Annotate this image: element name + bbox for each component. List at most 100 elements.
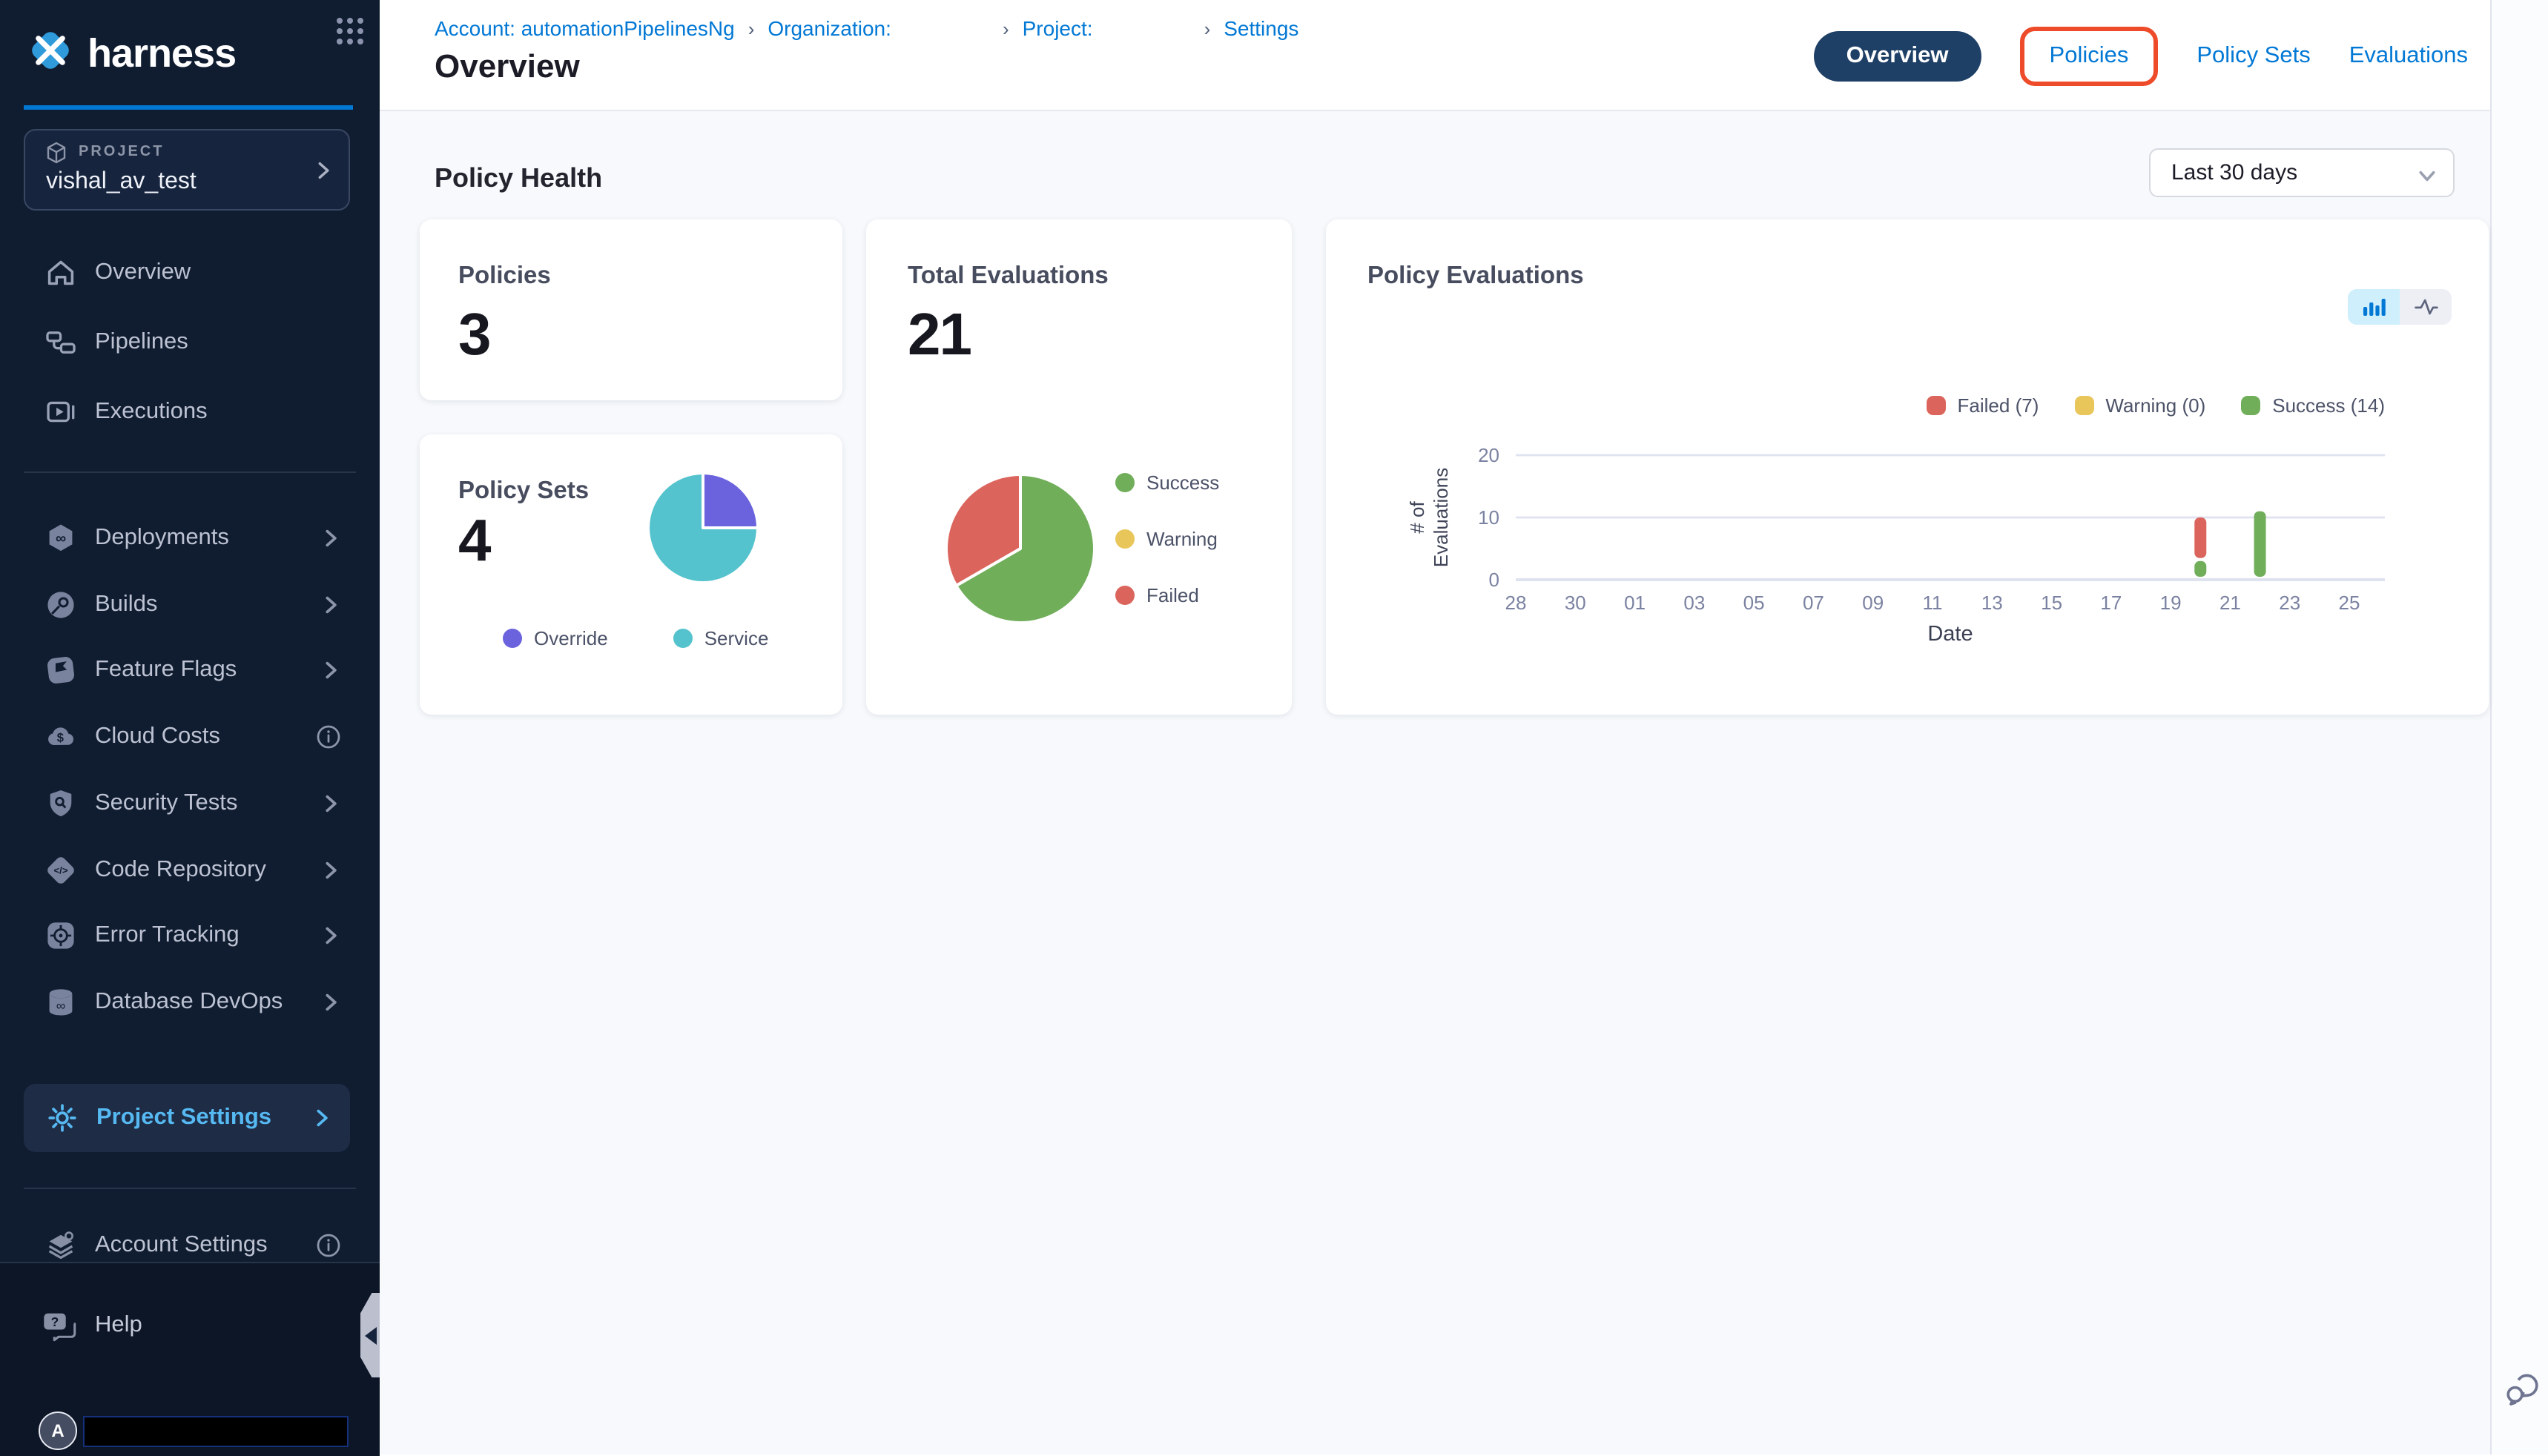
legend-item-success-14-: Success (14) <box>2241 394 2385 417</box>
svg-text:</>: </> <box>53 864 67 876</box>
page-header: Account: automationPipelinesNg › Organizat… <box>380 0 2548 111</box>
sidebar-item-label: Feature Flags <box>95 657 237 683</box>
breadcrumb-link[interactable]: Organization: <box>768 16 891 40</box>
brand-underline <box>24 105 353 110</box>
legend-marker <box>2074 396 2094 415</box>
logo-text: harness <box>88 30 237 75</box>
legend-label: Service <box>704 627 769 649</box>
scroll-track-line <box>2490 0 2492 1455</box>
code-repository-icon: </> <box>44 853 77 886</box>
error-tracking-icon <box>44 919 77 952</box>
policy-sets-count: 4 <box>458 509 492 574</box>
sidebar-item-project-settings[interactable]: Project Settings <box>24 1084 350 1152</box>
sidebar-item-executions[interactable]: Executions <box>0 385 380 439</box>
policies-card: Policies 3 <box>420 219 842 400</box>
tab-policies[interactable]: Policies <box>2019 26 2159 85</box>
breadcrumb: Account: automationPipelinesNg › Organizat… <box>435 16 1298 40</box>
svg-text:03: 03 <box>1683 592 1705 614</box>
svg-text:$: $ <box>57 732 64 745</box>
gear-icon <box>46 1102 79 1134</box>
policies-count: 3 <box>458 302 492 368</box>
svg-text:20: 20 <box>1478 444 1499 466</box>
sidebar-item-feature-flags[interactable]: Feature Flags <box>0 644 380 698</box>
breadcrumb-link[interactable]: Account: automationPipelinesNg <box>435 16 735 40</box>
sidebar-item-error-tracking[interactable]: Error Tracking <box>0 909 380 962</box>
svg-text:17: 17 <box>2100 592 2122 614</box>
breadcrumb-link[interactable]: Settings <box>1224 16 1299 40</box>
scroll-track[interactable] <box>2492 0 2548 1455</box>
legend-item-success: Success <box>1115 471 1219 494</box>
legend-marker <box>1926 396 1946 415</box>
builds-icon <box>44 588 77 621</box>
date-range-value: Last 30 days <box>2171 160 2298 185</box>
feature-flags-icon <box>44 655 77 687</box>
project-selector[interactable]: PROJECT vishal_av_test <box>24 129 350 211</box>
policy-sets-card: Policy Sets 4 Override Service <box>420 434 842 715</box>
info-icon[interactable] <box>316 1233 341 1258</box>
cloud-costs-icon: $ <box>44 721 77 753</box>
breadcrumb-link[interactable]: Project: <box>1022 16 1093 40</box>
page-title: Overview <box>435 47 580 85</box>
support-chat-icon[interactable] <box>2504 1370 2542 1409</box>
card-title: Policy Evaluations <box>1367 262 1584 289</box>
database-devops-icon: ∞ <box>44 986 77 1019</box>
svg-text:30: 30 <box>1565 592 1586 614</box>
card-title: Total Evaluations <box>908 262 1109 289</box>
avatar[interactable]: A <box>39 1412 77 1450</box>
svg-text:23: 23 <box>2279 592 2300 614</box>
evaluations-pie-legend: Success Warning Failed <box>1115 471 1219 606</box>
sidebar-item-label: Deployments <box>95 525 229 550</box>
security-tests-icon <box>44 787 77 820</box>
svg-text:28: 28 <box>1505 592 1527 614</box>
policy-evaluations-card: Policy Evaluations Failed (7) Warning (0)… <box>1326 219 2489 715</box>
sidebar: harness PROJECT vishal_av_test Overview P… <box>0 0 380 1456</box>
legend-item-service: Service <box>673 627 769 649</box>
tab-evaluations[interactable]: Evaluations <box>2349 42 2468 67</box>
sidebar-item-cloud-costs[interactable]: $ Cloud Costs <box>0 710 380 764</box>
sidebar-item-label: Account Settings <box>95 1232 268 1257</box>
line-chart-icon[interactable] <box>2400 289 2452 325</box>
bar-chart-icon[interactable] <box>2348 289 2400 325</box>
tab-policy-sets[interactable]: Policy Sets <box>2197 42 2311 67</box>
svg-text:13: 13 <box>1981 592 2003 614</box>
sidebar-item-overview[interactable]: Overview <box>0 246 380 300</box>
date-range-select[interactable]: Last 30 days <box>2149 148 2455 197</box>
sidebar-item-help[interactable]: ? Help <box>0 1299 380 1352</box>
legend-item-warning: Warning <box>1115 528 1219 550</box>
legend-label: Failed (7) <box>1957 394 2039 417</box>
sidebar-item-label: Pipelines <box>95 329 188 354</box>
legend-label: Success (14) <box>2272 394 2385 417</box>
section-title: Policy Health <box>435 163 603 193</box>
total-evaluations-count: 21 <box>908 302 972 368</box>
legend-marker <box>1115 529 1135 549</box>
chevron-right-icon <box>320 992 341 1013</box>
chevron-right-icon <box>320 859 341 880</box>
svg-text:Evaluations: Evaluations <box>1430 468 1452 567</box>
legend-label: Warning <box>1146 528 1218 550</box>
sidebar-item-security-tests[interactable]: Security Tests <box>0 777 380 830</box>
sidebar-item-account-settings[interactable]: Account Settings <box>0 1219 380 1272</box>
sidebar-item-deployments[interactable]: ∞ Deployments <box>0 512 380 565</box>
legend-item-override: Override <box>503 627 608 649</box>
sidebar-item-code-repository[interactable]: </> Code Repository <box>0 843 380 896</box>
pipelines-icon <box>44 326 77 359</box>
info-icon[interactable] <box>316 724 341 749</box>
legend-item-failed-7-: Failed (7) <box>1926 394 2039 417</box>
redacted-username <box>83 1416 349 1447</box>
evaluations-pie-chart <box>943 471 1098 633</box>
tab-bar: Overview Policies Policy Sets Evaluations <box>1813 0 2468 111</box>
chevron-right-icon <box>313 160 334 188</box>
project-name: vishal_av_test <box>46 169 197 194</box>
sidebar-item-builds[interactable]: Builds <box>0 578 380 631</box>
module-grid-icon[interactable] <box>332 13 368 56</box>
evaluations-bar-chart: 0 10 20 # of Evaluations 28 30 01 03 05 07 09 11 13 15… <box>1326 219 2489 722</box>
legend-marker <box>673 629 693 648</box>
sidebar-item-label: Builds <box>95 591 158 617</box>
logo[interactable]: harness <box>24 24 356 83</box>
sidebar-item-pipelines[interactable]: Pipelines <box>0 316 380 369</box>
tab-overview[interactable]: Overview <box>1813 30 1981 81</box>
chevron-right-icon <box>320 594 341 615</box>
chevron-right-icon <box>320 661 341 681</box>
sidebar-item-database-devops[interactable]: ∞ Database DevOps <box>0 976 380 1029</box>
sidebar-divider <box>24 1188 356 1189</box>
